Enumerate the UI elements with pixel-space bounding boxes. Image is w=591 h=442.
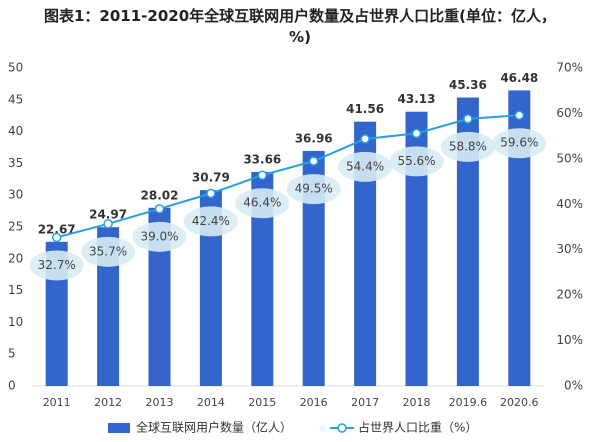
line-value-label: 54.4% <box>346 159 384 173</box>
x-tick-label: 2018 <box>403 396 431 409</box>
y-tick-label: 5 <box>8 347 16 361</box>
line-value-label: 58.8% <box>449 139 487 153</box>
y-tick-label: 30 <box>8 188 23 202</box>
y2-tick-label: 10% <box>556 333 583 347</box>
x-tick-label: 2014 <box>197 396 225 409</box>
bar <box>405 111 428 386</box>
y-tick-label: 40 <box>8 124 23 138</box>
line-value-label: 55.6% <box>397 154 435 168</box>
bar <box>354 121 377 386</box>
value-label-bubble <box>440 131 495 162</box>
bar-value-label: 24.97 <box>89 208 127 222</box>
bar <box>251 171 274 386</box>
bar-value-label: 41.56 <box>346 102 384 116</box>
y2-tick-label: 0% <box>564 379 583 393</box>
value-label-bubble <box>81 236 136 267</box>
line-point <box>411 128 422 139</box>
bar-value-label: 45.36 <box>449 78 487 92</box>
x-tick-label: 2020.6 <box>500 396 539 409</box>
y2-tick-label: 20% <box>556 288 583 302</box>
value-label-bubble <box>183 206 238 237</box>
line-point <box>308 156 319 166</box>
line-point <box>360 134 370 144</box>
line-point <box>257 170 268 180</box>
value-label-bubble <box>286 174 341 205</box>
y-tick-label: 25 <box>8 220 23 234</box>
line-value-label: 32.7% <box>38 258 76 272</box>
line-value-label: 46.4% <box>243 196 281 210</box>
value-label-bubble <box>235 188 290 219</box>
y-tick-label: 50 <box>8 61 23 75</box>
line-point <box>514 110 525 120</box>
value-label-bubble <box>338 151 393 182</box>
y-tick-label: 15 <box>8 283 23 297</box>
y-tick-label: 45 <box>8 92 23 106</box>
bar <box>97 227 120 386</box>
bar-value-label: 43.13 <box>398 92 436 106</box>
value-label-bubble <box>492 128 547 159</box>
line-point <box>154 204 165 214</box>
legend-marker <box>337 423 347 433</box>
x-tick-label: 2013 <box>146 396 174 409</box>
value-label-bubble <box>132 221 187 252</box>
bar-value-label: 33.66 <box>243 152 281 166</box>
y2-tick-label: 70% <box>556 61 583 75</box>
value-label-bubble <box>389 146 444 177</box>
y2-tick-label: 40% <box>556 197 583 211</box>
bar <box>456 97 479 386</box>
y-tick-label: 0 <box>8 379 16 393</box>
bar-value-label: 36.96 <box>295 131 333 145</box>
value-label-bubble <box>29 250 84 281</box>
y-tick-label: 10 <box>8 315 23 329</box>
bar-value-label: 30.79 <box>192 171 230 185</box>
bar <box>508 90 531 386</box>
line-point <box>103 219 113 229</box>
line-value-label: 35.7% <box>89 244 127 258</box>
bar <box>199 190 222 386</box>
x-tick-label: 2019.6 <box>449 396 488 409</box>
x-tick-label: 2011 <box>43 396 71 409</box>
line-point <box>51 232 62 243</box>
y-tick-label: 20 <box>8 251 23 265</box>
x-tick-label: 2017 <box>351 396 379 409</box>
y2-tick-label: 60% <box>556 106 583 120</box>
x-tick-label: 2016 <box>300 396 328 409</box>
x-tick-label: 2015 <box>248 396 276 409</box>
y2-tick-label: 50% <box>556 151 583 165</box>
x-tick-label: 2012 <box>94 396 122 409</box>
bar <box>302 150 325 386</box>
line-point <box>463 114 473 124</box>
y-tick-label: 35 <box>8 156 23 170</box>
line-value-label: 42.4% <box>192 214 230 228</box>
line-value-label: 59.6% <box>500 136 538 150</box>
line-value-label: 39.0% <box>140 229 178 243</box>
bar <box>148 207 171 386</box>
legend-label: 占世界人口比重（%） <box>358 420 477 435</box>
legend-swatch <box>108 423 130 433</box>
line <box>56 114 520 239</box>
bar-value-label: 46.48 <box>500 71 538 85</box>
line-point <box>206 188 216 199</box>
bar-value-label: 22.67 <box>38 222 76 236</box>
chart-title: 图表1：2011-2020年全球互联网用户数量及占世界人口比重(单位：亿人，%) <box>43 7 557 46</box>
bar-value-label: 28.02 <box>141 188 179 202</box>
legend-label: 全球互联网用户数量（亿人） <box>136 420 292 435</box>
line-value-label: 49.5% <box>295 182 333 196</box>
y2-tick-label: 30% <box>556 242 583 256</box>
